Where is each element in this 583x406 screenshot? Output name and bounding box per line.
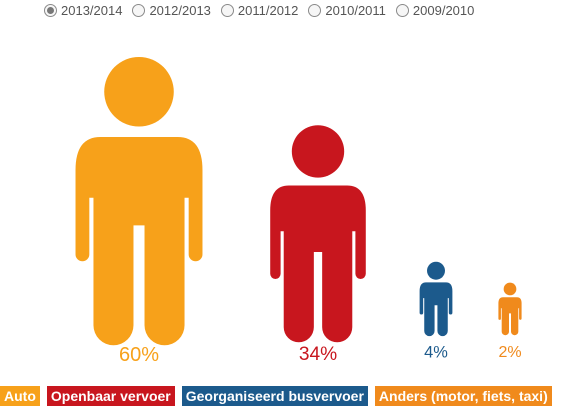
figure-head-georganiseerd-busvervoer: [427, 261, 445, 280]
radio-2010-2011[interactable]: [308, 4, 322, 17]
year-option-2009-2010[interactable]: 2009/2010: [395, 3, 475, 18]
year-label-2010-2011: 2010/2011: [325, 3, 386, 18]
legend-label-georganiseerd-busvervoer: Georganiseerd busvervoer: [181, 386, 368, 406]
radio-2011-2012[interactable]: [220, 4, 234, 17]
legend-label-openbaar-vervoer: Openbaar vervoer: [46, 386, 175, 406]
value-label-georganiseerd-busvervoer: 4%: [424, 343, 448, 361]
year-option-2010-2011[interactable]: 2010/2011: [308, 3, 386, 18]
figure-head-anders: [503, 282, 517, 296]
legend-item-openbaar-vervoer: Openbaar vervoer: [46, 386, 175, 406]
figure-openbaar-vervoer: [270, 125, 366, 343]
year-label-2013-2014: 2013/2014: [61, 3, 123, 18]
radio-2009-2010[interactable]: [395, 4, 409, 17]
figure-head-openbaar-vervoer: [291, 125, 345, 178]
legend-label-anders: Anders (motor, fiets, taxi): [374, 386, 552, 406]
legend-item-georganiseerd-busvervoer: Georganiseerd busvervoer: [181, 386, 368, 406]
year-option-2011-2012[interactable]: 2011/2012: [220, 3, 299, 18]
figure-auto: [75, 57, 203, 346]
value-label-openbaar-vervoer: 34%: [299, 344, 337, 365]
year-label-2011-2012: 2011/2012: [237, 3, 299, 18]
year-label-2012-2013: 2012/2013: [149, 3, 211, 18]
radio-2013-2014[interactable]: [44, 4, 57, 17]
figure-body-anders: [498, 297, 522, 336]
legend-item-auto: Auto: [0, 386, 40, 406]
figure-body-georganiseerd-busvervoer: [419, 282, 453, 337]
figure-body-auto: [75, 137, 203, 346]
value-label-auto: 60%: [119, 344, 159, 366]
legend-item-anders: Anders (motor, fiets, taxi): [374, 386, 552, 406]
figure-body-openbaar-vervoer: [270, 185, 366, 343]
figure-georganiseerd-busvervoer: [419, 261, 453, 337]
year-option-2013-2014[interactable]: 2013/2014: [44, 3, 122, 18]
radio-2012-2013[interactable]: [132, 4, 146, 17]
figure-anders: [498, 282, 522, 336]
figure-head-auto: [104, 57, 174, 127]
legend: Auto Openbaar vervoer Georganiseerd busv…: [0, 384, 552, 406]
pictograph-chart: 60% 34% 4% 2%: [75, 57, 522, 366]
legend-label-auto: Auto: [0, 386, 40, 406]
year-label-2009-2010: 2009/2010: [412, 3, 475, 18]
year-selector: 2013/2014 2012/2013 2011/2012 2010/2011 …: [44, 3, 474, 18]
year-option-2012-2013[interactable]: 2012/2013: [132, 3, 211, 18]
value-label-anders: 2%: [498, 344, 521, 361]
